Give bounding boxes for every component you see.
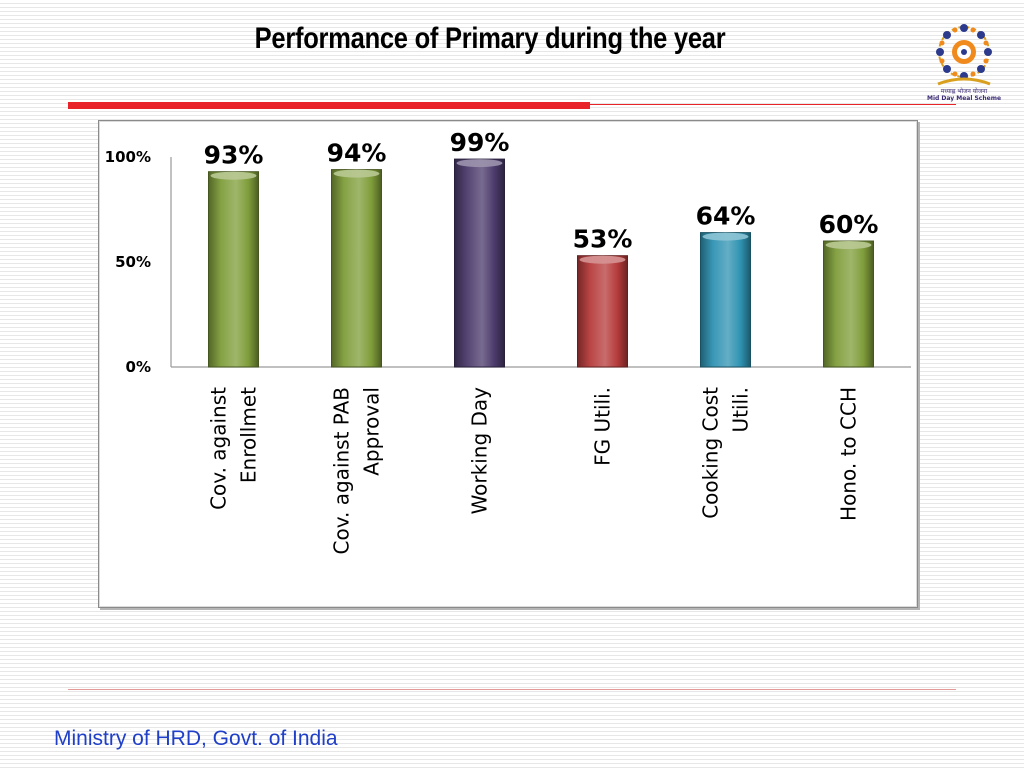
x-tick-label: FG Utili.: [591, 387, 615, 466]
x-tick-label: Cov. against: [207, 387, 231, 510]
value-label: 93%: [204, 141, 264, 170]
bar-chart: 0% 50% 100% 93% 94% 99% 53% 64% 60% Cov. agains…: [105, 128, 911, 554]
bar: [208, 171, 259, 368]
x-tick-label: Utili.: [729, 387, 753, 433]
y-tick-label: 50%: [115, 253, 151, 271]
title-underline-thin: [590, 104, 956, 105]
value-label: 60%: [819, 210, 879, 239]
x-tick-label: Approval: [360, 387, 384, 476]
value-label: 64%: [696, 202, 756, 231]
bar-top-highlight: [333, 169, 380, 178]
logo-caption-english: Mid Day Meal Scheme: [926, 95, 1002, 102]
bar: [700, 232, 751, 368]
slide-title: Performance of Primary during the year: [254, 22, 726, 55]
chart-frame: 0% 50% 100% 93% 94% 99% 53% 64% 60% Cov. agains…: [98, 120, 918, 608]
y-tick-label: 0%: [126, 358, 151, 376]
x-tick-label: Enrollmet: [237, 387, 261, 483]
logo-caption-hindi: मध्याह्न भोजन योजना: [940, 88, 988, 95]
x-tick-label: Cov. against PAB: [330, 387, 354, 554]
bar: [823, 240, 874, 368]
x-tick-label: Hono. to CCH: [837, 387, 861, 521]
bar-top-highlight: [456, 159, 503, 168]
value-label: 53%: [573, 225, 633, 254]
title-underline-thick: [68, 102, 590, 109]
bar: [454, 158, 505, 368]
y-tick-label: 100%: [105, 148, 151, 166]
bar-top-highlight: [702, 232, 749, 241]
bar-top-highlight: [825, 241, 872, 249]
footer-text: Ministry of HRD, Govt. of India: [54, 727, 338, 750]
value-label: 99%: [450, 128, 510, 157]
x-tick-label: Working Day: [468, 387, 492, 515]
bar: [331, 169, 382, 368]
value-label: 94%: [327, 139, 387, 168]
bar-top-highlight: [579, 255, 626, 264]
x-tick-label: Cooking Cost: [699, 387, 723, 519]
bar-top-highlight: [210, 171, 257, 180]
footer-rule: [68, 689, 956, 690]
logo-caption: मध्याह्न भोजन योजना Mid Day Meal Scheme: [918, 88, 1010, 102]
bar: [577, 255, 628, 368]
mid-day-meal-logo-icon: [936, 24, 992, 86]
